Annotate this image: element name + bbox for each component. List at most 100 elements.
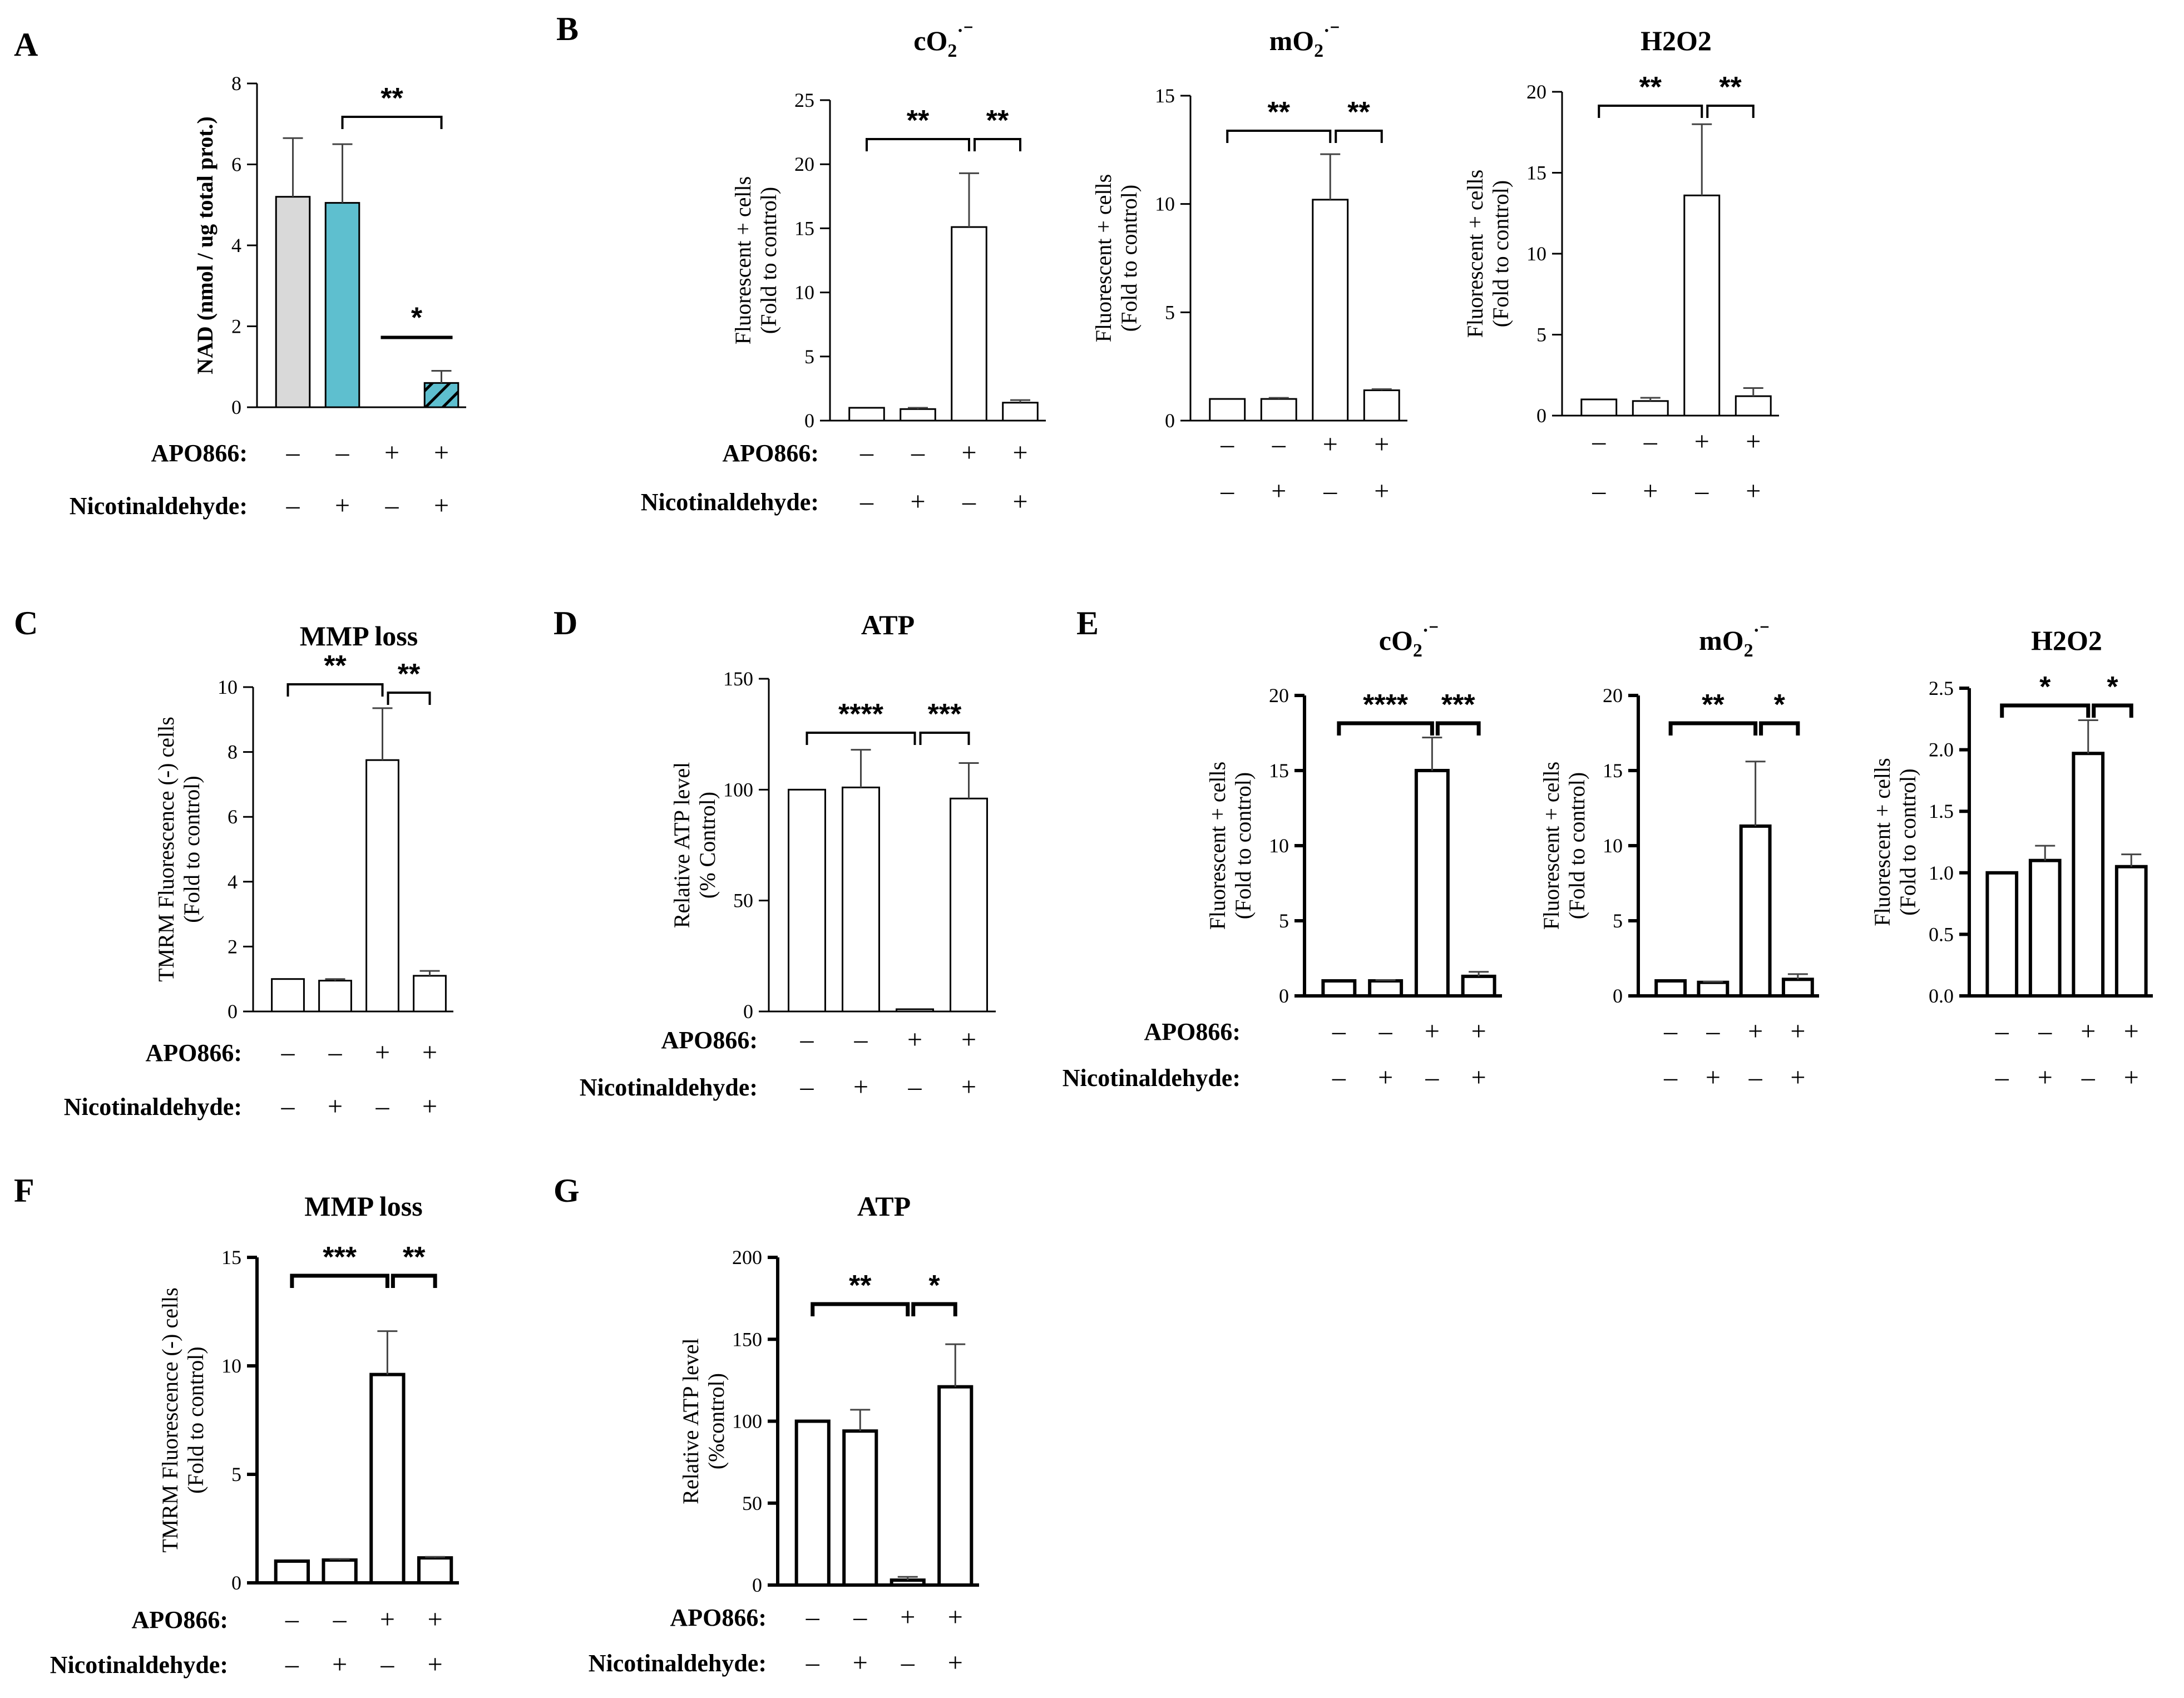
bar — [274, 1559, 310, 1585]
y-tick-label: 5 — [1279, 910, 1289, 932]
chart-title: cO2·⁻ — [913, 21, 973, 61]
condition-sign: – — [335, 438, 350, 467]
y-tick-label: 50 — [733, 890, 753, 912]
significance-bracket — [286, 683, 384, 697]
y-axis-label: (Fold to control) — [179, 776, 204, 922]
bar — [951, 226, 987, 422]
y-tick-label: 0 — [1536, 404, 1546, 427]
y-axis-label: NAD (nmol / ug total prot.) — [192, 116, 218, 374]
condition-sign: – — [859, 438, 874, 467]
chart-g: G ATP 0 50 100 150 200 Relative ATP level (%cont… — [554, 1172, 979, 1677]
condition-sign: + — [1790, 1063, 1805, 1092]
condition-sign: – — [854, 1025, 868, 1054]
significance-label: ** — [1347, 96, 1370, 129]
y-tick-label: 0 — [743, 1000, 753, 1023]
significance-label: *** — [1441, 689, 1475, 721]
significance-label: *** — [928, 698, 962, 730]
y-tick-label: 1.5 — [1929, 800, 1954, 822]
condition-sign: + — [2124, 1016, 2139, 1046]
bar — [2028, 858, 2062, 998]
condition-sign: – — [911, 438, 925, 467]
panel-label: C — [14, 605, 38, 641]
y-axis-label: (Fold to control) — [183, 1346, 208, 1493]
significance-bracket — [1226, 130, 1332, 143]
significance-label: ** — [403, 1241, 426, 1274]
y-axis-label: (Fold to control) — [1488, 180, 1513, 327]
condition-label: Nicotinaldehyde: — [64, 1093, 242, 1121]
condition-sign: + — [1706, 1063, 1721, 1092]
condition-sign: – — [1643, 427, 1658, 456]
panel-label: D — [554, 605, 577, 641]
y-tick-label: 0 — [804, 409, 814, 432]
significance-marker: * — [911, 1270, 957, 1316]
condition-sign: – — [901, 1648, 915, 1677]
chart-f: F MMP loss 0 5 10 15 TMRM Fluorescence (-) cel… — [14, 1172, 459, 1679]
condition-label: Nicotinaldehyde: — [50, 1651, 228, 1679]
chart-title: ATP — [861, 609, 915, 640]
significance-marker: ** — [1668, 689, 1758, 736]
y-axis-label: Fluorescent + cells — [730, 176, 755, 344]
y-tick-label: 2.5 — [1929, 677, 1954, 699]
bar — [1260, 398, 1297, 422]
condition-sign: – — [1220, 430, 1234, 459]
significance-bracket — [1668, 721, 1758, 736]
condition-sign: – — [1378, 1016, 1393, 1046]
condition-sign: + — [2081, 1016, 2096, 1046]
bar — [1580, 398, 1618, 417]
significance-marker: **** — [806, 698, 916, 745]
y-axis-label: Fluorescent + cells — [1091, 174, 1116, 342]
condition-sign: + — [2038, 1063, 2053, 1092]
y-tick-label: 100 — [732, 1410, 762, 1433]
bar — [275, 196, 311, 408]
significance-label: * — [411, 302, 423, 334]
condition-sign: + — [335, 491, 350, 520]
significance-label: ** — [907, 105, 930, 137]
condition-sign: + — [948, 1648, 963, 1677]
condition-sign: – — [1663, 1063, 1678, 1092]
significance-label: ** — [381, 82, 403, 115]
chart-c: C MMP loss 0 2 4 6 8 10 TMRM Fluorescence (-) ce… — [14, 605, 453, 1121]
significance-label: ** — [1268, 96, 1291, 129]
condition-sign: – — [328, 1038, 343, 1067]
condition-sign: + — [1471, 1063, 1486, 1092]
significance-label: ** — [324, 650, 347, 682]
y-axis-label: Relative ATP level — [678, 1338, 703, 1504]
significance-marker: ** — [1706, 71, 1755, 118]
y-axis-label: Fluorescent + cells — [1870, 758, 1895, 926]
bar — [413, 975, 447, 1013]
condition-sign: + — [948, 1602, 963, 1632]
significance-bracket — [1337, 721, 1434, 736]
condition-sign: + — [961, 438, 976, 467]
condition-sign: – — [1694, 476, 1709, 506]
bar — [842, 786, 880, 1013]
y-tick-label: 10 — [1155, 193, 1175, 215]
bar — [423, 382, 459, 408]
significance-bracket — [391, 1274, 437, 1288]
condition-sign: – — [281, 1092, 295, 1121]
y-tick-label: 100 — [723, 778, 753, 801]
significance-bracket — [866, 138, 970, 151]
condition-sign: – — [1332, 1063, 1346, 1092]
condition-sign: – — [2038, 1016, 2052, 1046]
bar — [1781, 978, 1814, 998]
condition-sign: – — [333, 1605, 347, 1634]
significance-label: ** — [1702, 689, 1725, 721]
y-axis-label: Fluorescent + cells — [1205, 762, 1230, 930]
condition-label: APO866: — [145, 1039, 242, 1067]
y-tick-label: 10 — [221, 1355, 241, 1377]
condition-sign: + — [1471, 1016, 1486, 1046]
y-tick-label: 15 — [794, 217, 814, 239]
condition-sign: + — [422, 1092, 437, 1121]
significance-bracket — [341, 116, 443, 129]
condition-sign: – — [281, 1038, 295, 1067]
significance-marker: * — [381, 302, 453, 339]
significance-bracket — [919, 732, 970, 745]
chart-title: mO2·⁻ — [1269, 21, 1340, 61]
condition-sign: – — [1272, 430, 1286, 459]
bar — [2114, 865, 2148, 998]
bar — [1209, 398, 1246, 422]
condition-sign: – — [1323, 476, 1337, 506]
y-tick-label: 10 — [218, 676, 238, 698]
significance-label: **** — [1363, 689, 1409, 721]
